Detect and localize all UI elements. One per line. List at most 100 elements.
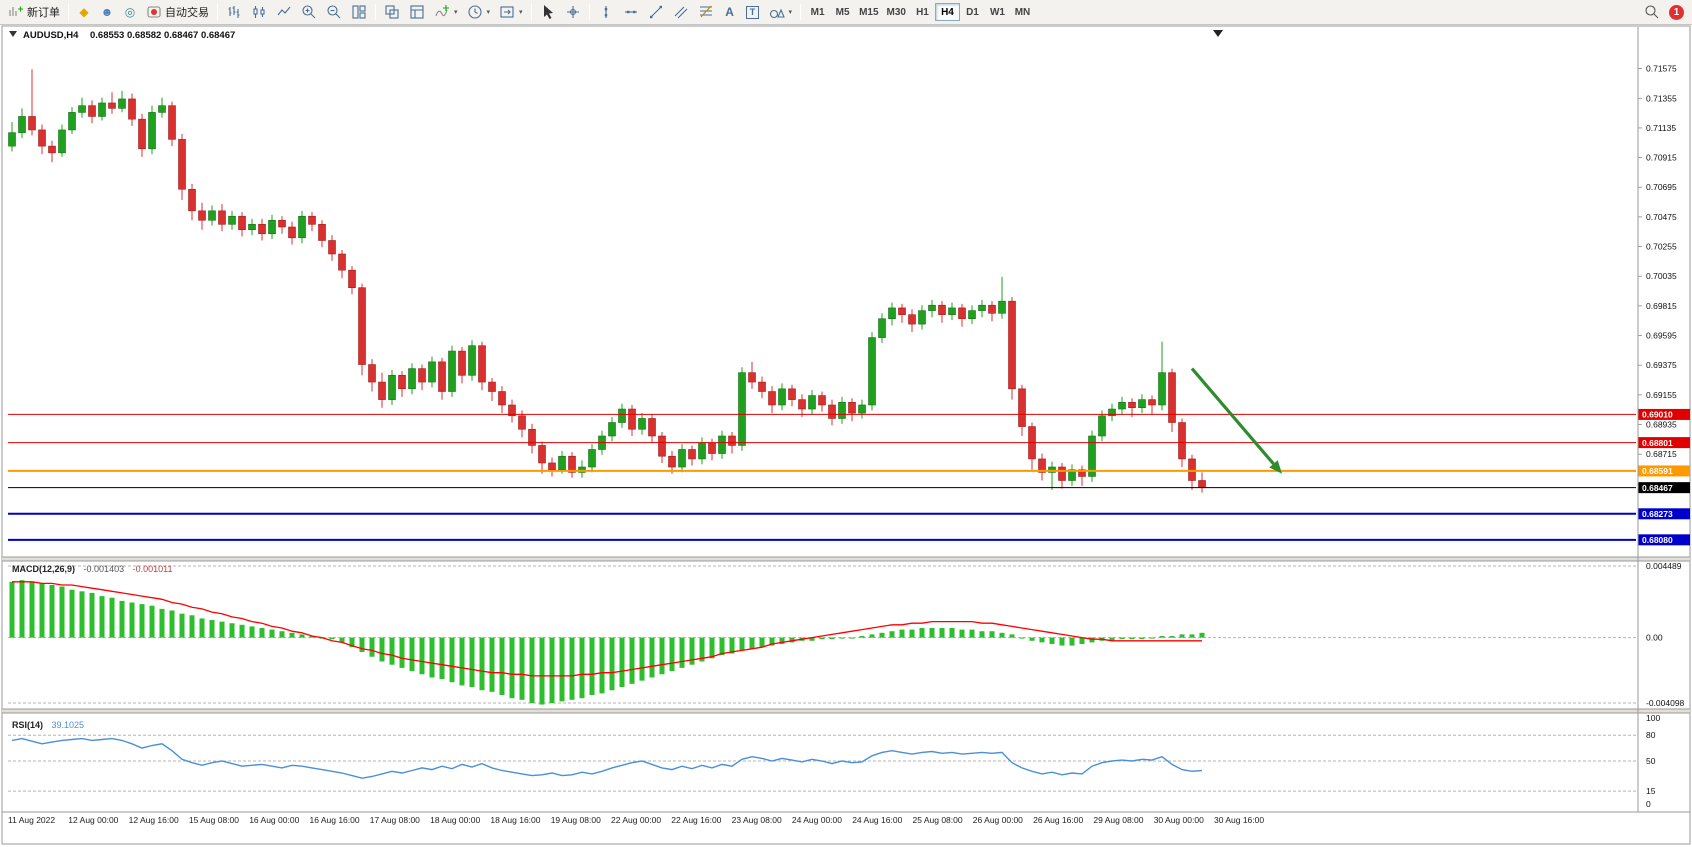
chart-template-button[interactable]	[405, 2, 429, 22]
fibonacci-tool-button[interactable]	[694, 2, 718, 22]
macd-histogram-bar	[589, 637, 595, 696]
timeframe-w1[interactable]: W1	[985, 3, 1010, 21]
shapes-tool-button[interactable]: ▾	[765, 2, 797, 22]
macd-histogram-bar	[1169, 636, 1175, 638]
vertical-line-tool-button[interactable]	[594, 2, 618, 22]
macd-histogram-bar	[969, 629, 975, 638]
svg-text:0.69010: 0.69010	[1642, 410, 1673, 420]
time-axis-label: 22 Aug 16:00	[671, 815, 721, 825]
time-axis[interactable]: 11 Aug 2022 12 Aug 00:00 12 Aug 16:00 15 Au…	[8, 815, 1264, 825]
candle	[478, 341, 486, 391]
macd-histogram-bar	[369, 637, 375, 657]
macd-histogram-bar	[519, 637, 525, 700]
time-axis-label: 29 Aug 08:00	[1093, 815, 1143, 825]
trend-arrow-shaft[interactable]	[1190, 367, 1275, 465]
candle	[28, 69, 36, 136]
toolbar-separator	[375, 4, 376, 20]
candle	[488, 378, 496, 401]
macd-histogram-bar	[149, 605, 155, 638]
time-axis-label: 16 Aug 16:00	[310, 815, 360, 825]
macd-histogram-bar	[429, 637, 435, 678]
timeframe-m15[interactable]: M15	[855, 3, 882, 21]
add-indicator-button[interactable]: ▾	[430, 2, 462, 22]
time-axis-label: 22 Aug 00:00	[611, 815, 661, 825]
cursor-tool-button[interactable]	[536, 2, 560, 22]
zoom-in-button[interactable]	[297, 2, 321, 22]
chart-menu-triangle-icon[interactable]	[9, 31, 17, 37]
zoom-out-button[interactable]	[322, 2, 346, 22]
candle	[688, 445, 696, 466]
auto-trading-button[interactable]: 自动交易	[142, 2, 213, 22]
time-axis-label: 18 Aug 00:00	[430, 815, 480, 825]
text-tool-button[interactable]: A	[719, 2, 741, 22]
macd-histogram-bar	[539, 637, 545, 705]
trend-arrow-annotation[interactable]	[1190, 367, 1282, 474]
candlestick-chart-button[interactable]	[247, 2, 271, 22]
history-center-button[interactable]: ◆	[73, 2, 95, 22]
price-axis-label: 0.69595	[1646, 331, 1677, 341]
profile-button[interactable]: ☻	[96, 2, 118, 22]
macd-axis-label: 0.00	[1646, 633, 1663, 643]
search-button[interactable]	[1640, 2, 1664, 22]
horizontal-line-tool-button[interactable]	[619, 2, 643, 22]
macd-histogram-bar	[1039, 637, 1045, 643]
arrange-charts-button[interactable]	[380, 2, 404, 22]
candle	[588, 444, 596, 473]
timeframe-h1[interactable]: H1	[910, 3, 935, 21]
candle	[8, 121, 16, 152]
timeframe-m30[interactable]: M30	[883, 3, 910, 21]
candle	[38, 124, 46, 155]
panel-separator[interactable]	[2, 557, 1690, 561]
svg-text:0.68080: 0.68080	[1642, 535, 1673, 545]
candle	[628, 404, 636, 437]
timeframe-mn[interactable]: MN	[1010, 3, 1035, 21]
macd-panel: 0.004489 0.00 -0.004098	[8, 561, 1685, 708]
trend-arrow-head[interactable]	[1269, 460, 1282, 474]
chart-shift-button[interactable]: ▾	[495, 2, 527, 22]
candle	[818, 391, 826, 412]
channel-tool-button[interactable]	[669, 2, 693, 22]
toolbar-separator	[217, 4, 218, 20]
macd-histogram-bar	[489, 637, 495, 692]
macd-histogram-bar	[109, 597, 115, 638]
crosshair-tool-button[interactable]	[561, 2, 585, 22]
line-chart-button[interactable]	[272, 2, 296, 22]
dropdown-arrow-icon: ▾	[486, 9, 491, 16]
timeframe-h4[interactable]: H4	[934, 3, 960, 21]
candle	[238, 212, 246, 237]
auto-trading-label: 自动交易	[165, 7, 209, 19]
candle	[1108, 403, 1116, 422]
price-axis-label: 0.70475	[1646, 212, 1677, 222]
panel-separator[interactable]	[2, 709, 1690, 713]
notification-badge[interactable]: 1	[1669, 4, 1684, 20]
text-label-icon: T	[746, 5, 760, 19]
candle	[1038, 453, 1046, 481]
period-button[interactable]: ▾	[463, 2, 495, 22]
candle	[658, 431, 666, 463]
macd-histogram-bar	[559, 637, 565, 702]
price-axis[interactable]: 0.71575 0.71355 0.71135 0.70915 0.70695 0.704…	[2, 27, 1690, 813]
macd-histogram-bar	[679, 637, 685, 668]
trendline-tool-button[interactable]	[644, 2, 668, 22]
tile-windows-button[interactable]	[347, 2, 371, 22]
timeframe-d1[interactable]: D1	[960, 3, 985, 21]
market-button[interactable]: ◎	[119, 2, 141, 22]
bar-chart-button[interactable]	[222, 2, 246, 22]
candle	[258, 218, 266, 241]
macd-histogram-bar	[1119, 637, 1125, 640]
timeframe-m1[interactable]: M1	[805, 3, 830, 21]
macd-histogram-bar	[329, 637, 335, 640]
macd-histogram-bar	[699, 637, 705, 662]
price-tag-0.68273: 0.68273	[1638, 508, 1690, 520]
new-order-button[interactable]: 新订单	[4, 2, 64, 22]
rsi-value: 39.1025	[52, 720, 85, 730]
timeframe-m5[interactable]: M5	[830, 3, 855, 21]
macd-histogram-bar	[819, 637, 825, 640]
history-center-icon: ◆	[79, 5, 89, 19]
macd-histogram-bar	[9, 581, 15, 638]
macd-histogram-bar	[829, 637, 835, 640]
text-label-tool-button[interactable]: T	[742, 2, 764, 22]
macd-histogram-bar	[59, 586, 65, 638]
